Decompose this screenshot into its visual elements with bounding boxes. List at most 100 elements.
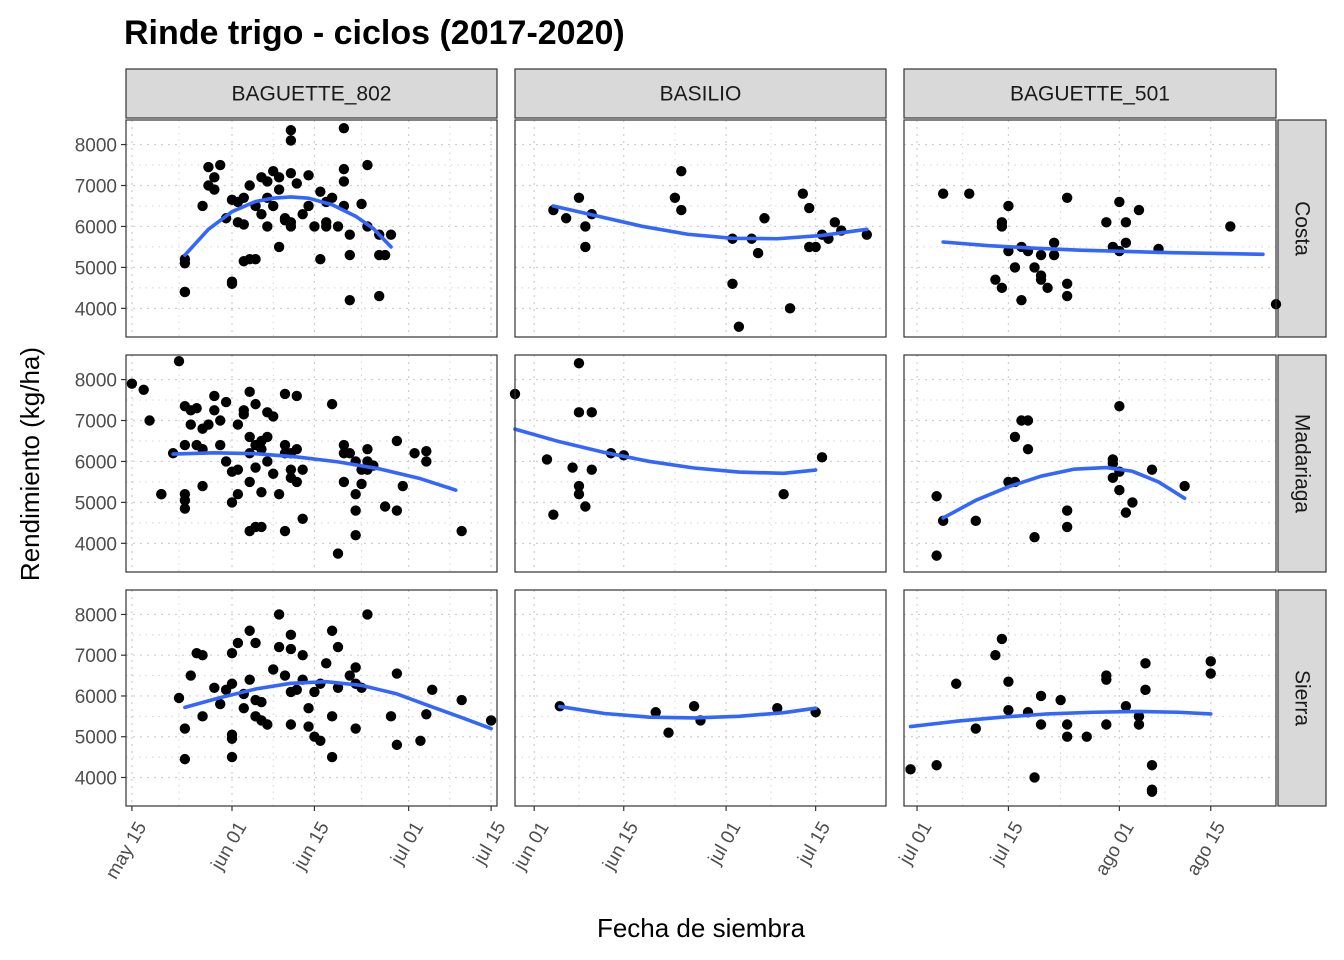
data-point — [273, 184, 285, 195]
data-point — [1048, 249, 1060, 261]
data-point — [291, 684, 302, 696]
data-point — [179, 286, 191, 298]
data-point — [209, 682, 220, 694]
data-point — [970, 515, 981, 527]
data-point — [580, 241, 591, 253]
data-point — [238, 192, 249, 203]
data-point — [273, 172, 285, 183]
data-point — [1061, 192, 1073, 203]
data-point — [303, 170, 314, 181]
data-point — [315, 735, 326, 746]
panel-baguette-501-sierra — [903, 589, 1277, 807]
data-point — [397, 480, 408, 492]
data-point — [385, 711, 397, 722]
panel-border — [514, 354, 887, 573]
data-point — [573, 192, 585, 203]
panel-background — [904, 355, 1276, 572]
data-point — [990, 274, 1001, 285]
data-point — [179, 723, 191, 734]
data-point — [285, 719, 297, 730]
data-point — [250, 398, 261, 410]
data-point — [350, 723, 361, 734]
data-point — [541, 454, 553, 465]
panel-border — [903, 119, 1277, 338]
data-point — [256, 486, 267, 498]
x-tick-label: ago 15 — [1183, 818, 1230, 879]
data-point — [309, 686, 320, 698]
y-tick-label: 6000 — [75, 452, 117, 473]
data-point — [226, 497, 238, 508]
data-point — [1101, 674, 1112, 685]
data-point — [804, 202, 815, 214]
data-point — [931, 550, 942, 561]
data-point — [268, 200, 279, 212]
data-point — [244, 431, 255, 443]
data-point — [209, 172, 220, 183]
strip-label-madariaga: Madariaga — [1291, 414, 1314, 514]
data-point — [244, 180, 255, 191]
x-tick-label: jul 01 — [387, 818, 428, 869]
data-point — [262, 431, 273, 443]
data-point — [1048, 237, 1060, 249]
data-point — [784, 303, 796, 314]
data-point — [338, 163, 350, 175]
data-point — [676, 204, 687, 216]
data-point — [905, 764, 916, 775]
data-point — [669, 192, 681, 203]
data-point — [268, 664, 279, 675]
x-tick-label: jul 15 — [794, 818, 835, 869]
panel-background — [904, 590, 1276, 806]
data-point — [650, 707, 661, 718]
panel-baguette-802-costa — [125, 119, 498, 338]
data-point — [209, 390, 220, 402]
data-point — [285, 168, 297, 179]
data-point — [215, 439, 226, 451]
data-point — [752, 247, 764, 259]
data-point — [1055, 694, 1066, 706]
data-point — [332, 221, 344, 232]
data-point — [810, 241, 821, 253]
data-point — [1061, 731, 1073, 742]
data-point — [238, 409, 249, 420]
data-point — [1107, 458, 1119, 469]
data-point — [209, 405, 220, 416]
data-point — [937, 188, 949, 199]
data-point — [256, 208, 267, 220]
data-point — [1114, 484, 1125, 496]
panel-basilio-madariaga — [509, 354, 887, 573]
data-point — [1003, 200, 1014, 212]
data-point — [273, 241, 285, 253]
strip-col-baguette-501 — [903, 68, 1277, 119]
data-point — [1114, 196, 1125, 208]
data-point — [232, 637, 244, 649]
data-point — [1061, 290, 1073, 302]
panel-basilio-costa — [514, 119, 887, 338]
data-point — [931, 760, 942, 771]
data-point — [1146, 760, 1158, 771]
data-point — [816, 452, 828, 463]
data-point — [1133, 711, 1145, 722]
y-tick-label: 7000 — [75, 412, 117, 433]
data-point — [1061, 521, 1073, 533]
data-point — [203, 161, 214, 173]
strip-row-madariaga — [1277, 354, 1327, 573]
data-point — [1120, 217, 1132, 228]
data-point — [1061, 505, 1073, 516]
data-point — [262, 456, 273, 467]
data-point — [262, 221, 273, 232]
data-point — [262, 176, 273, 187]
data-point — [215, 698, 226, 710]
data-point — [179, 439, 191, 451]
data-point — [1120, 700, 1132, 712]
data-point — [1009, 262, 1021, 273]
panel-background — [904, 120, 1276, 337]
data-point — [197, 711, 208, 722]
facet-panels: BAGUETTE_802 BASILIO BAGUETTE_501 Costa Mada… — [75, 68, 1327, 883]
data-point — [291, 178, 302, 189]
data-point — [356, 478, 367, 490]
data-point — [285, 643, 297, 655]
panel-border — [125, 589, 498, 807]
data-point — [238, 702, 249, 714]
panel-border — [514, 119, 887, 338]
x-tick-label: jul 01 — [704, 818, 745, 869]
